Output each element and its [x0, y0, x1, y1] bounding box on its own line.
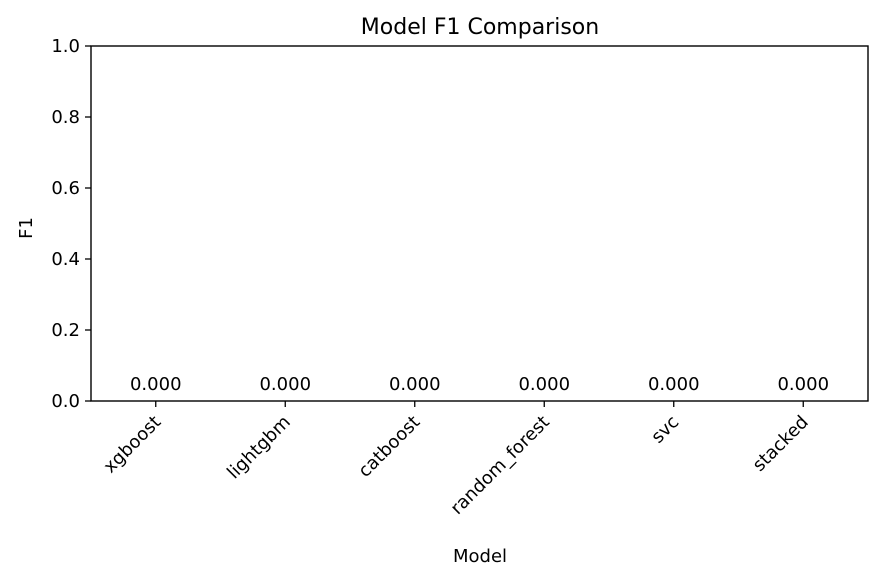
bars-group: 0.000 0.000 0.000 0.000 0.000 0.000: [130, 374, 829, 395]
y-tick-label: 0.4: [51, 249, 80, 270]
x-axis: xgboost lightgbm catboost random_forest svc s…: [100, 401, 813, 519]
y-axis-label: F1: [16, 217, 37, 239]
x-tick-label: random_forest: [447, 412, 554, 519]
plot-frame: [90, 45, 869, 402]
y-tick-label: 0.0: [51, 391, 80, 412]
x-tick-label: lightgbm: [223, 412, 295, 484]
bar-value-label: 0.000: [130, 374, 182, 395]
x-tick-label: xgboost: [100, 412, 166, 478]
x-tick-label: stacked: [749, 412, 813, 476]
x-axis-label: Model: [453, 546, 507, 567]
bar-value-label: 0.000: [777, 374, 829, 395]
x-tick-label: svc: [647, 412, 683, 448]
y-axis: 0.0 0.2 0.4 0.6 0.8 1.0: [51, 36, 91, 412]
bar-value-label: 0.000: [259, 374, 311, 395]
bar-value-label: 0.000: [648, 374, 700, 395]
y-tick-label: 0.6: [51, 178, 80, 199]
bar-value-label: 0.000: [518, 374, 570, 395]
chart-title: Model F1 Comparison: [361, 15, 599, 40]
y-tick-label: 0.2: [51, 320, 80, 341]
y-tick-label: 1.0: [51, 36, 80, 57]
x-tick-label: catboost: [354, 412, 424, 482]
bar-value-label: 0.000: [389, 374, 441, 395]
y-tick-label: 0.8: [51, 107, 80, 128]
